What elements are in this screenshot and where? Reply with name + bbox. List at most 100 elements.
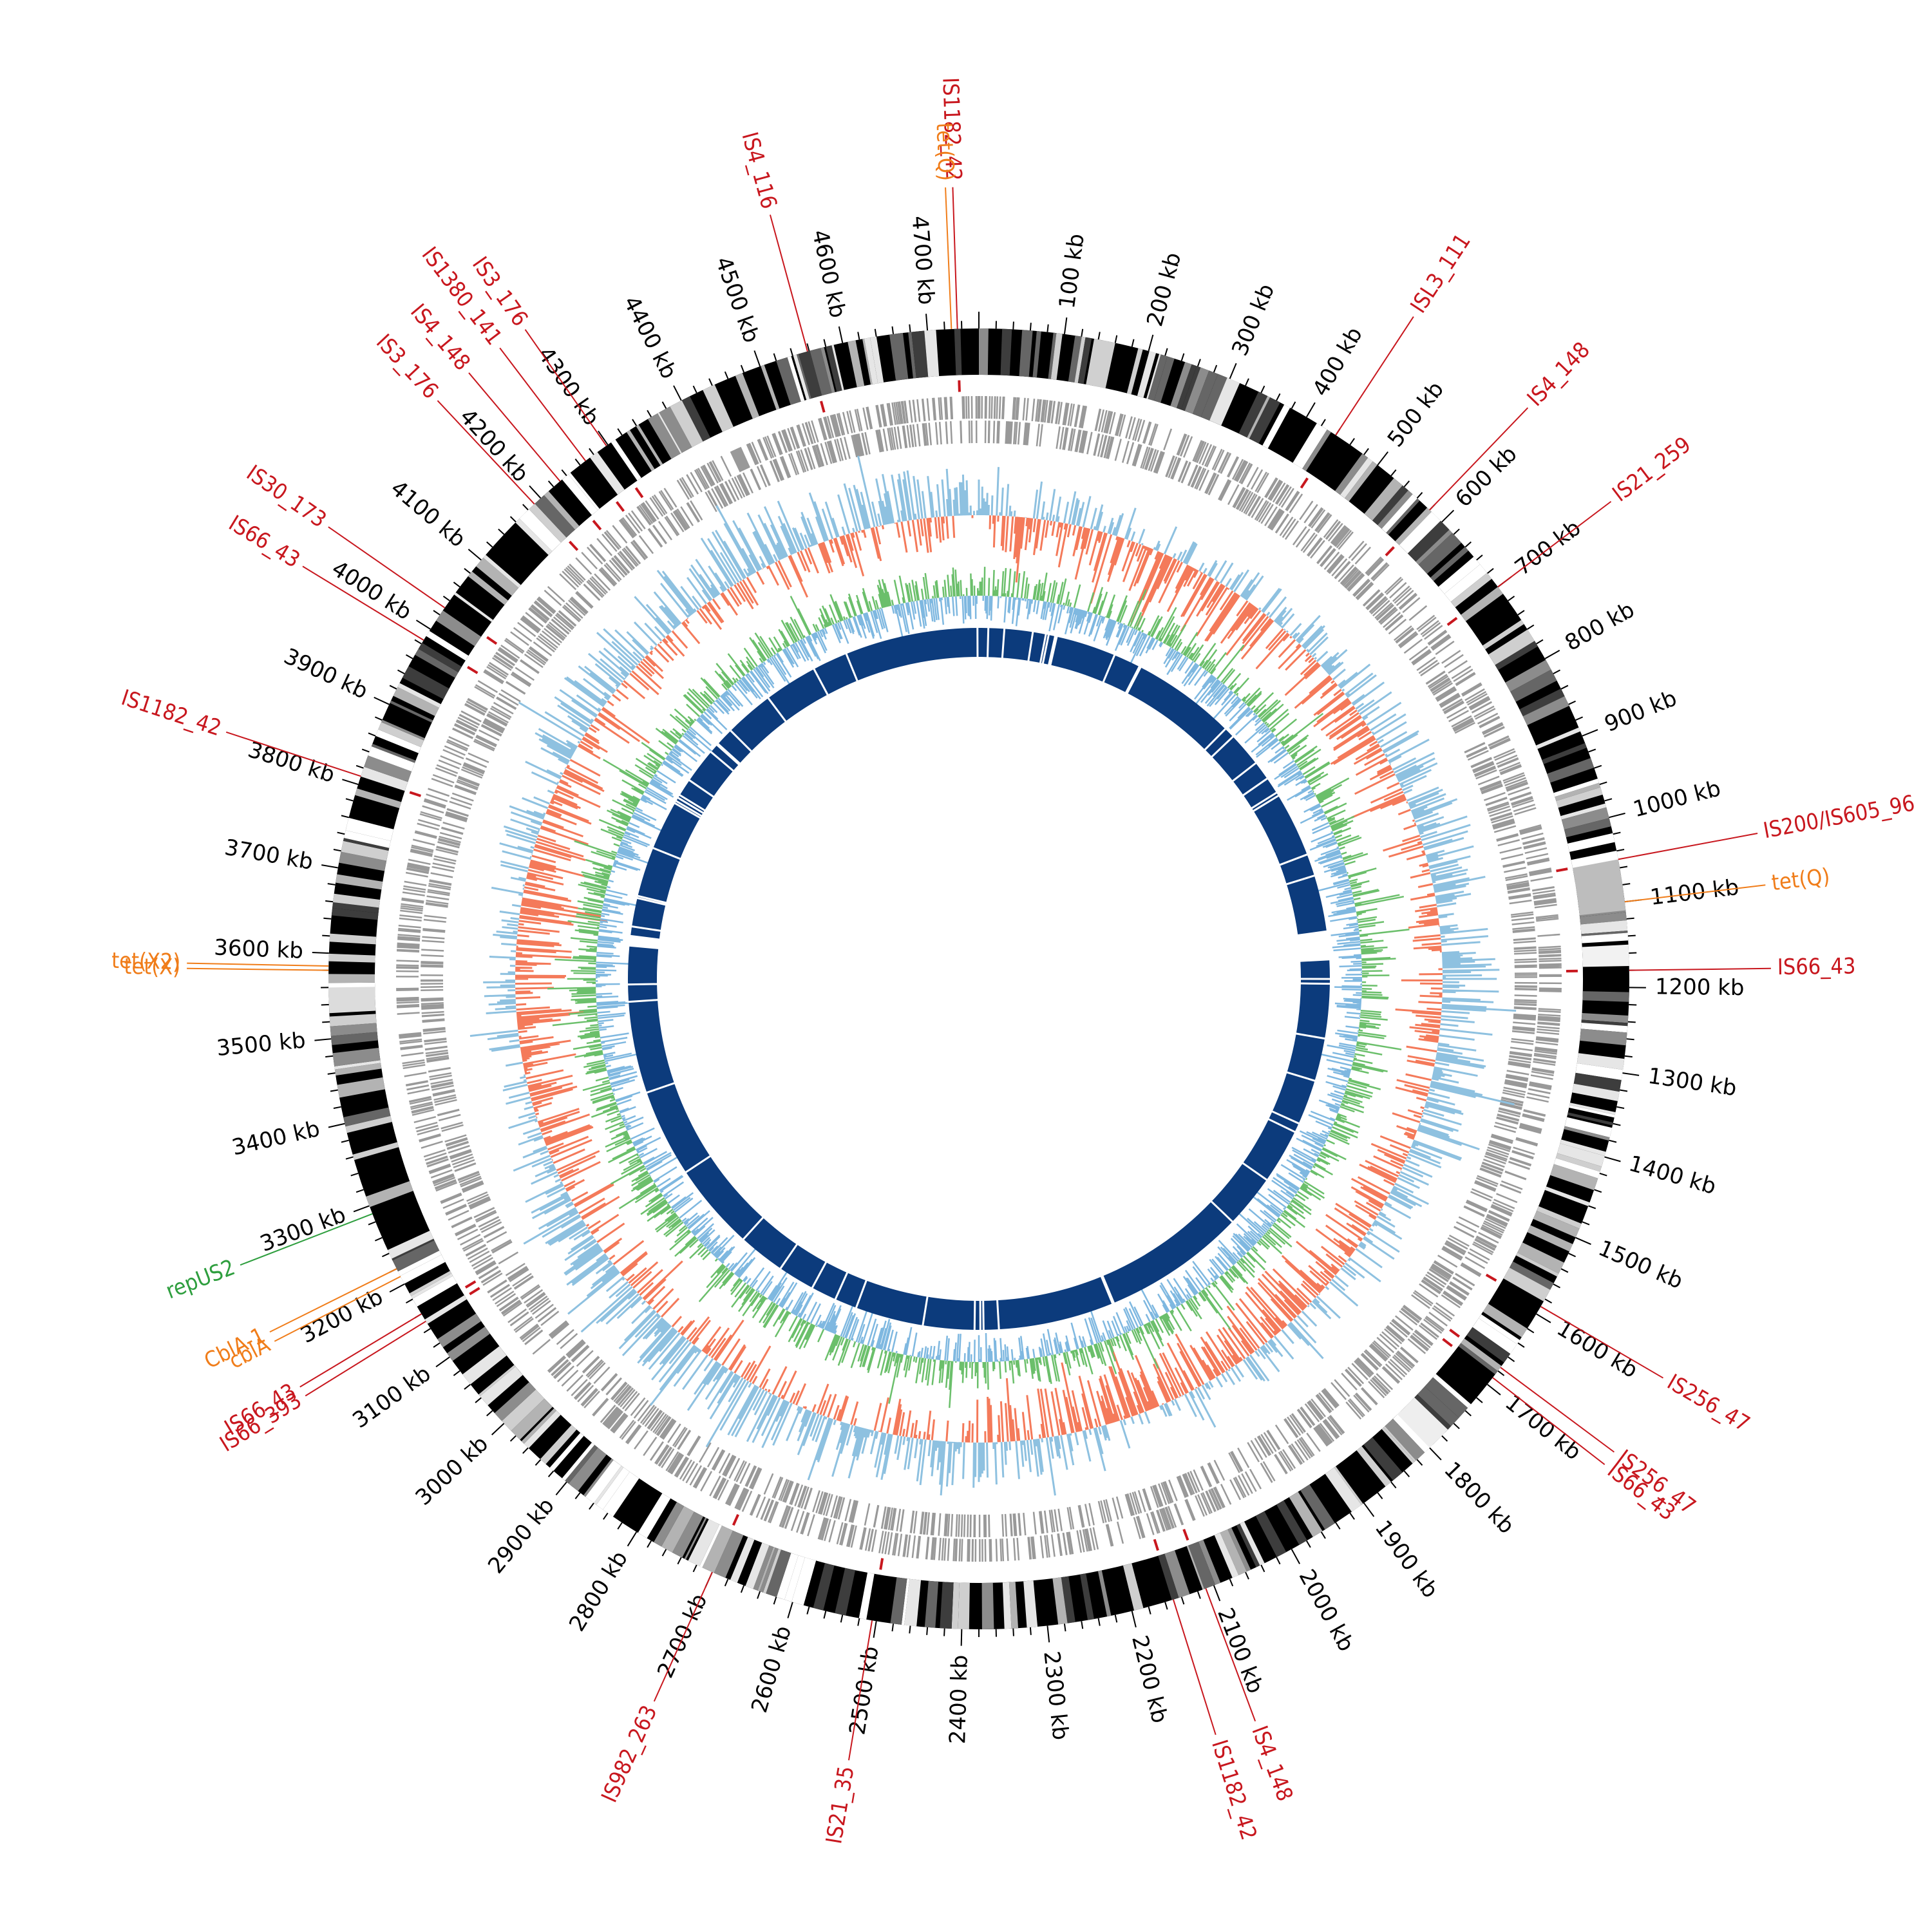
gc-band: [1547, 758, 1595, 783]
gc-band: [1569, 1105, 1615, 1118]
gc-band: [762, 1548, 781, 1594]
gc-band: [1567, 1112, 1614, 1126]
gc-band: [1372, 485, 1408, 526]
gc-band: [424, 1295, 467, 1324]
gc-band: [418, 643, 462, 673]
gc-band: [1542, 743, 1587, 764]
feature-label: IS256_47: [1663, 1369, 1754, 1437]
gc-band: [334, 1063, 382, 1076]
is-marker: [879, 1558, 884, 1570]
feature-label: IS66_43: [224, 511, 305, 573]
gc-band: [699, 1524, 723, 1568]
gc-band: [332, 1048, 381, 1066]
gc-band: [1482, 620, 1524, 650]
gc-band: [1515, 1252, 1559, 1277]
gc-band: [1000, 328, 1012, 376]
gc-band: [1188, 1541, 1215, 1589]
gc-band: [1575, 1063, 1624, 1081]
gc-band: [352, 1142, 399, 1160]
feature-leader: [1205, 1588, 1256, 1722]
gc-band: [1458, 1343, 1498, 1375]
gc-band: [810, 348, 832, 396]
gc-band: [1571, 851, 1619, 870]
is-marker: [958, 380, 961, 392]
gc-band: [1550, 1164, 1598, 1191]
gc-band: [1461, 1338, 1502, 1371]
gc-band: [1198, 1539, 1221, 1585]
gc-band: [334, 1060, 381, 1070]
tick-label: 900 kb: [1601, 685, 1680, 737]
tick-label: 4500 kb: [710, 253, 764, 346]
tick-label: 4600 kb: [807, 227, 851, 320]
is-marker: [1153, 1539, 1159, 1551]
tick-label: 2100 kb: [1212, 1604, 1268, 1697]
gc-band: [797, 354, 811, 399]
feature-label: ISL3_111: [1405, 229, 1475, 318]
gc-band: [862, 338, 873, 385]
feature-leader: [1624, 884, 1766, 903]
gc-band: [611, 439, 641, 481]
is-marker: [464, 1280, 477, 1289]
gc-band: [603, 1472, 639, 1517]
feature-label: IS21_259: [1608, 432, 1696, 507]
tick-label: 3000 kb: [411, 1431, 494, 1511]
feature-leader: [524, 329, 607, 446]
gc-band: [1573, 1072, 1622, 1092]
gc-band: [535, 495, 575, 538]
tick-label: 4700 kb: [907, 214, 940, 305]
feature-leader: [1172, 1599, 1217, 1736]
gc-band: [638, 1493, 671, 1539]
gc-band: [1032, 331, 1041, 378]
gc-band: [569, 1447, 607, 1492]
gc-band: [1146, 354, 1161, 399]
gc-band: [1023, 1580, 1038, 1628]
gc-band: [1302, 429, 1331, 471]
gc-band: [1560, 803, 1607, 820]
feature-leader: [769, 214, 808, 352]
gc-band: [1002, 1582, 1012, 1629]
gc-band: [1181, 366, 1201, 412]
gc-band: [1186, 1545, 1205, 1590]
gc-band: [521, 1408, 556, 1444]
gc-band: [339, 851, 387, 871]
gc-band: [870, 336, 884, 384]
gc-band: [1416, 529, 1453, 565]
is-marker: [1300, 477, 1309, 489]
gc-band: [1479, 1314, 1520, 1345]
gc-content-high: [547, 567, 1410, 1408]
feature-leader: [499, 347, 587, 462]
gc-band: [636, 424, 663, 466]
tick-label: 4400 kb: [618, 292, 682, 383]
gc-band: [361, 766, 408, 791]
gc-band: [366, 1180, 413, 1208]
gc-band: [1580, 1022, 1628, 1033]
gc-band: [908, 332, 916, 379]
tick-label: 3600 kb: [214, 934, 304, 963]
gc-band: [1363, 1437, 1403, 1481]
gc-band: [1544, 1186, 1590, 1206]
gc-band: [437, 1313, 482, 1348]
tick-label: 2500 kb: [844, 1644, 884, 1736]
gc-band: [540, 1425, 577, 1464]
gc-band: [1509, 1261, 1554, 1290]
is-marker: [469, 1287, 480, 1296]
gc-band: [1209, 377, 1240, 426]
gc-band: [1430, 546, 1469, 582]
gc-band: [1555, 1153, 1602, 1172]
gc-band: [1522, 696, 1569, 726]
gc-band: [392, 1240, 440, 1272]
gc-band: [1340, 457, 1373, 498]
is-element-markers: [409, 380, 1578, 1570]
gc-band: [1425, 1377, 1468, 1418]
gc-band: [565, 1444, 598, 1484]
gc-band: [787, 355, 805, 402]
feature-leader: [653, 1571, 713, 1702]
gc-band: [1417, 1386, 1459, 1426]
gc-skew-negative: [469, 455, 1517, 1496]
tick-label: 3800 kb: [245, 737, 337, 788]
tick-label: 1600 kb: [1552, 1315, 1642, 1383]
gc-band: [954, 328, 962, 375]
gc-band: [793, 354, 810, 401]
